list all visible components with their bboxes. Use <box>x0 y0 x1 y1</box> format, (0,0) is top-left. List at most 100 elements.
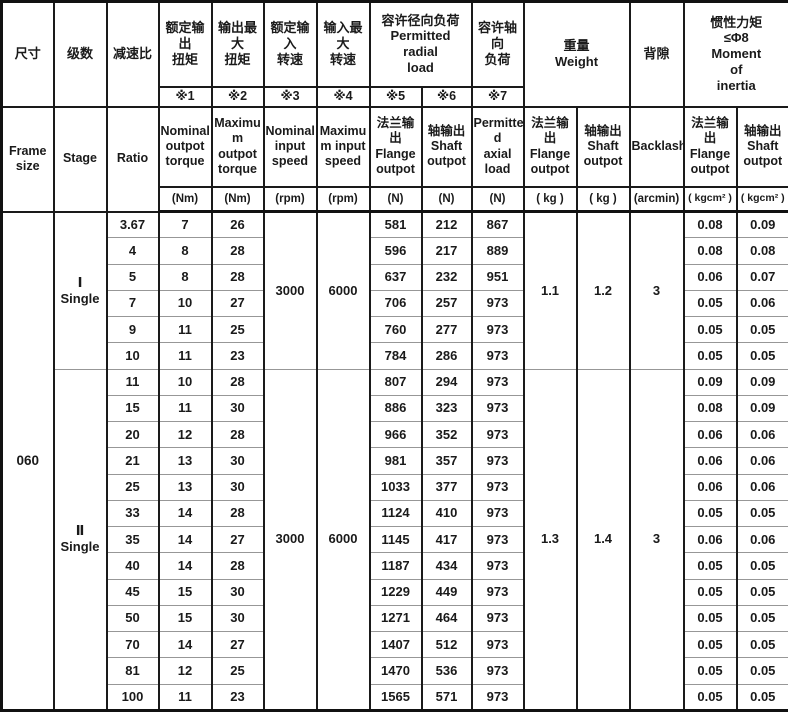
axial-load-cell: 973 <box>470 394 525 423</box>
radial-shaft-cell: 410 <box>420 499 473 528</box>
inertia-shaft-cell: 0.06 <box>735 525 788 554</box>
nominal-torque-cell: 8 <box>157 263 213 291</box>
note-6: ※6 <box>420 85 473 108</box>
table-row: 45 15 30 1229 449 973 0.05 0.05 <box>2 578 788 606</box>
stage-cell: Ⅱ Single <box>52 368 108 711</box>
unit-max-torque: (Nm) <box>210 185 265 213</box>
max-speed-cell: 6000 <box>315 368 371 711</box>
stage-cell: Ⅰ Single <box>52 211 108 370</box>
table-row: 25 13 30 1033 377 973 0.06 0.06 <box>2 473 788 501</box>
ratio-cell: 11 <box>105 368 160 396</box>
inertia-flange-cell: 0.08 <box>682 394 738 423</box>
inertia-flange-cell: 0.08 <box>682 210 738 239</box>
table-row: 33 14 28 1124 410 973 0.05 0.05 <box>2 499 788 528</box>
ratio-cell: 20 <box>105 420 160 449</box>
ratio-cell: 25 <box>105 473 160 501</box>
header-axial-load-en: Permitte d axial load <box>470 105 525 188</box>
unit-axial: (N) <box>470 185 525 213</box>
nominal-torque-cell: 11 <box>157 683 213 711</box>
header-stage-zh: 级数 <box>52 0 108 108</box>
inertia-shaft-cell: 0.09 <box>735 368 788 396</box>
nominal-torque-cell: 12 <box>157 657 213 685</box>
max-torque-cell: 30 <box>210 604 265 633</box>
table-row: 20 12 28 966 352 973 0.06 0.06 <box>2 420 788 449</box>
radial-shaft-cell: 571 <box>420 683 473 711</box>
unit-weight-flange: ( kg ) <box>522 185 578 213</box>
radial-flange-cell: 886 <box>368 394 423 423</box>
inertia-shaft-cell: 0.05 <box>735 683 788 711</box>
inertia-shaft-cell: 0.08 <box>735 237 788 265</box>
nominal-torque-cell: 14 <box>157 630 213 659</box>
header-max-torque-zh: 输出最大 扭矩 <box>210 0 265 88</box>
axial-load-cell: 973 <box>470 315 525 344</box>
header-inertia-flange: 法兰输出 Flange outpot <box>682 105 738 188</box>
inertia-shaft-cell: 0.09 <box>735 210 788 239</box>
max-torque-cell: 28 <box>210 552 265 580</box>
max-torque-cell: 25 <box>210 315 265 344</box>
radial-shaft-cell: 323 <box>420 394 473 423</box>
inertia-flange-cell: 0.05 <box>682 578 738 606</box>
ratio-cell: 45 <box>105 578 160 606</box>
ratio-cell: 3.67 <box>105 210 160 239</box>
inertia-flange-cell: 0.06 <box>682 473 738 501</box>
nominal-torque-cell: 15 <box>157 578 213 606</box>
inertia-flange-cell: 0.08 <box>682 237 738 265</box>
nominal-speed-cell: 3000 <box>262 368 318 711</box>
radial-shaft-cell: 286 <box>420 342 473 370</box>
radial-shaft-cell: 464 <box>420 604 473 633</box>
inertia-flange-cell: 0.05 <box>682 604 738 633</box>
max-torque-cell: 27 <box>210 525 265 554</box>
max-torque-cell: 28 <box>210 499 265 528</box>
radial-shaft-cell: 294 <box>420 368 473 396</box>
radial-flange-cell: 784 <box>368 342 423 370</box>
max-torque-cell: 30 <box>210 473 265 501</box>
note-7: ※7 <box>470 85 525 108</box>
radial-shaft-cell: 257 <box>420 289 473 318</box>
inertia-flange-cell: 0.05 <box>682 630 738 659</box>
axial-load-cell: 973 <box>470 578 525 606</box>
header-inertia: 惯性力矩 ≤Φ8 Moment of inertia <box>682 0 788 108</box>
inertia-flange-cell: 0.05 <box>682 552 738 580</box>
radial-flange-cell: 1470 <box>368 657 423 685</box>
axial-load-cell: 973 <box>470 657 525 685</box>
radial-shaft-cell: 232 <box>420 263 473 291</box>
note-3: ※3 <box>262 85 318 108</box>
header-ratio-zh: 减速比 <box>105 0 160 108</box>
table-header: 尺寸 级数 减速比 额定输出 扭矩 输出最大 扭矩 额定输入 转速 输入最大 转… <box>0 0 788 213</box>
inertia-flange-cell: 0.05 <box>682 499 738 528</box>
table-row: 060 Ⅰ Single 3.67 7 26 3000 6000 581 212 867 1.1 1.… <box>0 210 788 711</box>
nominal-torque-cell: 7 <box>157 210 213 239</box>
radial-flange-cell: 581 <box>368 210 423 239</box>
note-1: ※1 <box>157 85 213 108</box>
ratio-cell: 5 <box>105 263 160 291</box>
inertia-flange-cell: 0.06 <box>682 420 738 449</box>
nominal-torque-cell: 13 <box>157 473 213 501</box>
ratio-cell: 40 <box>105 552 160 580</box>
max-torque-cell: 28 <box>210 420 265 449</box>
axial-load-cell: 973 <box>470 342 525 370</box>
inertia-shaft-cell: 0.05 <box>735 578 788 606</box>
table-row: 15 11 30 886 323 973 0.08 0.09 <box>2 394 788 423</box>
max-torque-cell: 30 <box>210 578 265 606</box>
radial-shaft-cell: 512 <box>420 630 473 659</box>
radial-flange-cell: 1187 <box>368 552 423 580</box>
unit-max-speed: (rpm) <box>315 185 371 213</box>
inertia-flange-cell: 0.05 <box>682 342 738 370</box>
table-row: Ⅱ Single 11 10 28 3000 6000 807 294 973 1.3 1.4 3 0.… <box>2 368 788 711</box>
note-4: ※4 <box>315 85 371 108</box>
inertia-shaft-cell: 0.05 <box>735 552 788 580</box>
max-torque-cell: 27 <box>210 289 265 318</box>
header-backlash-zh: 背隙 <box>628 0 685 108</box>
table-row: 40 14 28 1187 434 973 0.05 0.05 <box>2 552 788 580</box>
header-stage-en: Stage <box>52 105 108 213</box>
max-torque-cell: 28 <box>210 237 265 265</box>
nominal-torque-cell: 10 <box>157 289 213 318</box>
table-body: 060 Ⅰ Single 3.67 7 26 3000 6000 581 212 867 1.1 1.… <box>0 210 788 711</box>
radial-shaft-cell: 377 <box>420 473 473 501</box>
header-ratio-en: Ratio <box>105 105 160 213</box>
header-radial-flange: 法兰输出 Flange outpot <box>368 105 423 188</box>
ratio-cell: 21 <box>105 447 160 475</box>
radial-flange-cell: 1271 <box>368 604 423 633</box>
table-row: 100 11 23 1565 571 973 0.05 0.05 <box>2 683 788 711</box>
weight-flange-cell: 1.3 <box>522 368 578 711</box>
